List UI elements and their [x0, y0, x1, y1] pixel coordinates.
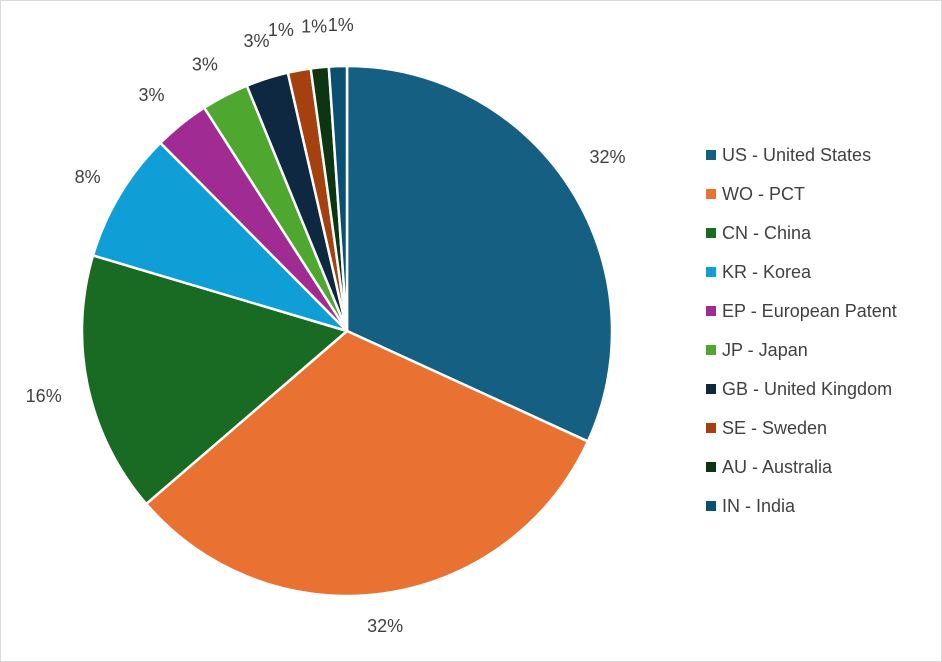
legend-label: US - United States: [722, 145, 871, 165]
legend-item-wo-pct: WO - PCT: [706, 184, 805, 204]
legend-label: GB - United Kingdom: [722, 379, 892, 399]
legend-label: EP - European Patent: [722, 301, 897, 321]
data-label-in-india: 1%: [328, 15, 354, 35]
pie-slice-kr-korea: [91, 141, 349, 333]
legend-item-gb-united-kingdom: GB - United Kingdom: [706, 379, 892, 399]
pie-slice-wo-pct: [144, 329, 590, 598]
pie-slices: [80, 64, 614, 598]
data-label-jp-japan: 3%: [192, 55, 218, 75]
data-label-au-australia: 1%: [301, 17, 327, 37]
legend-item-kr-korea: KR - Korea: [706, 262, 812, 282]
legend: US - United States WO - PCT CN - China KR -…: [706, 145, 897, 516]
legend-swatch: [706, 345, 716, 355]
data-label-wo-pct: 32%: [367, 616, 403, 636]
legend-item-cn-china: CN - China: [706, 223, 812, 243]
legend-item-se-sweden: SE - Sweden: [706, 418, 827, 438]
pie-slice-cn-china: [80, 254, 349, 506]
legend-label: AU - Australia: [722, 457, 833, 477]
legend-item-jp-japan: JP - Japan: [706, 340, 808, 360]
pie-slice-us-united-states: [345, 64, 614, 443]
data-label-ep-european-patent: 3%: [138, 85, 164, 105]
legend-swatch: [706, 501, 716, 511]
data-label-us-united-states: 32%: [589, 147, 625, 167]
legend-label: CN - China: [722, 223, 812, 243]
legend-swatch: [706, 384, 716, 394]
data-label-gb-united-kingdom: 3%: [243, 31, 269, 51]
legend-swatch: [706, 228, 716, 238]
legend-swatch: [706, 423, 716, 433]
legend-label: SE - Sweden: [722, 418, 827, 438]
legend-label: IN - India: [722, 496, 796, 516]
data-label-se-sweden: 1%: [268, 20, 294, 40]
legend-label: KR - Korea: [722, 262, 812, 282]
data-label-cn-china: 16%: [26, 386, 62, 406]
legend-label: JP - Japan: [722, 340, 808, 360]
legend-swatch: [706, 306, 716, 316]
data-label-kr-korea: 8%: [75, 167, 101, 187]
data-labels: 32%32%16%8%3%3%3%1% 1% 1%: [26, 15, 626, 636]
legend-label: WO - PCT: [722, 184, 805, 204]
legend-swatch: [706, 462, 716, 472]
legend-item-in-india: IN - India: [706, 496, 796, 516]
legend-item-us-united-states: US - United States: [706, 145, 871, 165]
legend-swatch: [706, 267, 716, 277]
pie-slice-in-india: [327, 64, 349, 333]
legend-swatch: [706, 189, 716, 199]
legend-item-au-australia: AU - Australia: [706, 457, 833, 477]
legend-item-ep-european-patent: EP - European Patent: [706, 301, 897, 321]
legend-swatch: [706, 150, 716, 160]
